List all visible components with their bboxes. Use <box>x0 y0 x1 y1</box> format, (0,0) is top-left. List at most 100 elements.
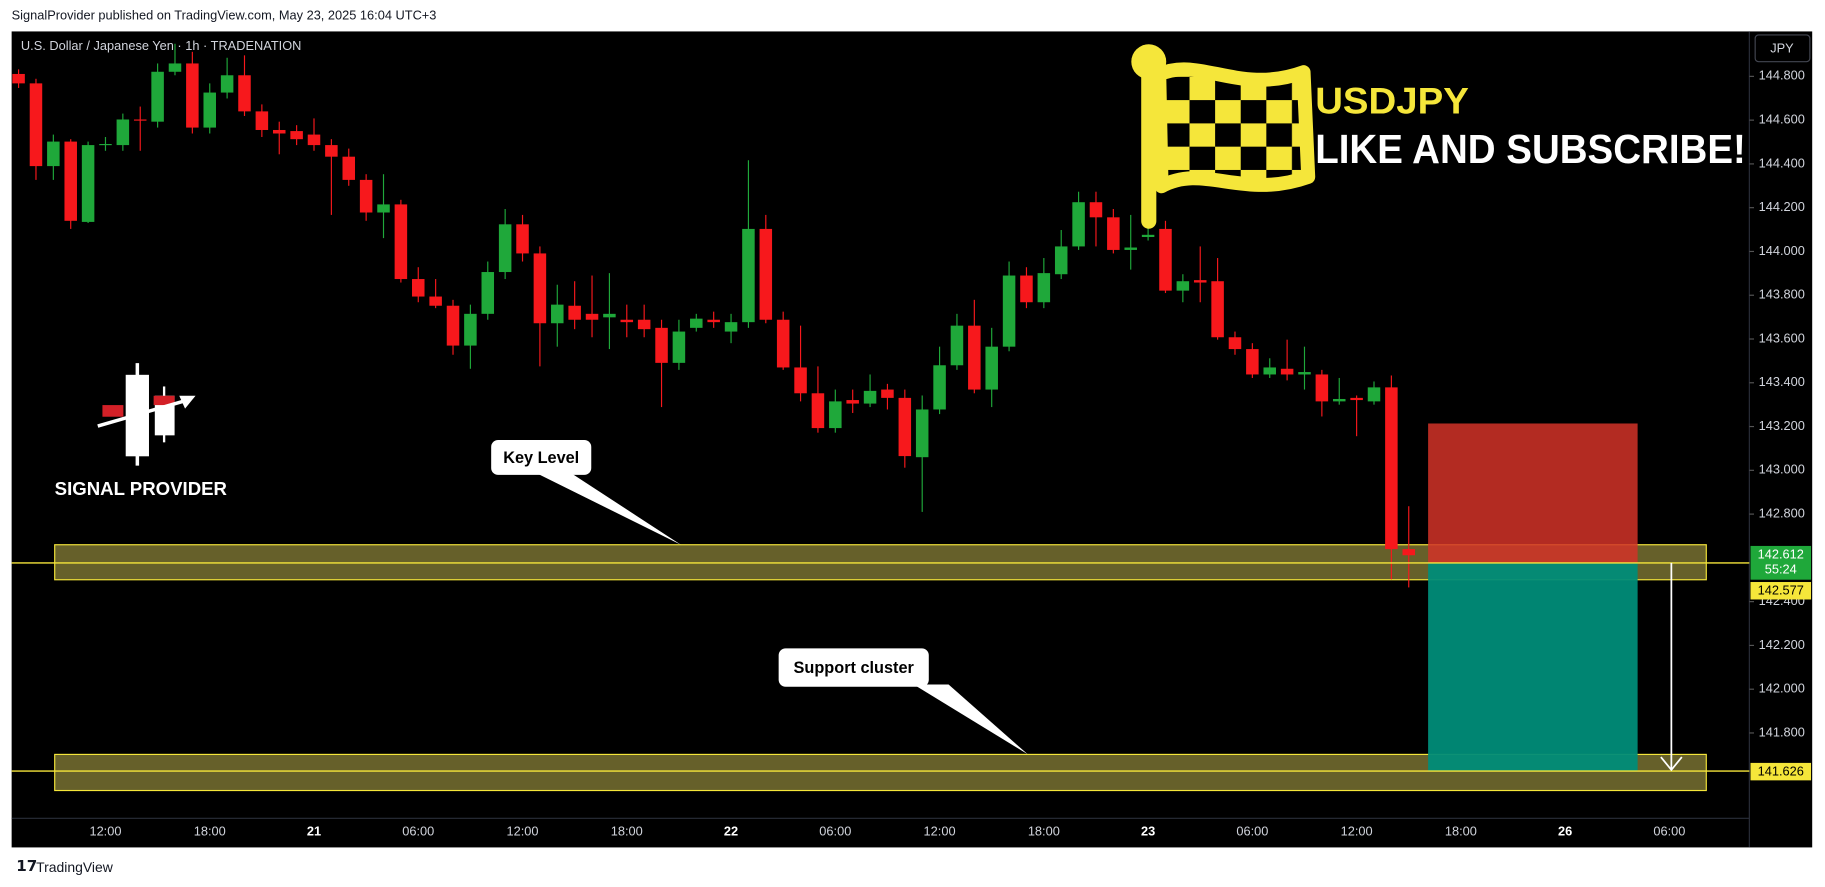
y-tick-label: 142.000 <box>1759 681 1805 696</box>
y-tick-label: 142.800 <box>1759 505 1805 520</box>
candle-body <box>307 134 321 146</box>
candle-body <box>64 141 77 221</box>
x-tick-label: 18:00 <box>1445 824 1477 839</box>
candle-body <box>238 75 251 112</box>
candle-body <box>1211 281 1224 338</box>
candle-body <box>325 145 338 157</box>
candle-body <box>950 325 964 366</box>
x-tick-label: 06:00 <box>819 824 851 839</box>
x-tick-label: 18:00 <box>611 824 643 839</box>
candle-body <box>1124 247 1137 250</box>
price-line-label: 142.577 <box>1758 583 1804 598</box>
candle-body <box>794 367 807 394</box>
candle-body <box>1298 372 1311 375</box>
candle-body <box>742 228 755 323</box>
x-tick-label: 12:00 <box>507 824 539 839</box>
x-tick-label: 12:00 <box>924 824 956 839</box>
callout-label: Key Level <box>503 449 579 467</box>
y-tick-label: 144.200 <box>1759 199 1805 214</box>
candle-body <box>116 119 130 146</box>
subscribe-annotation: LIKE AND SUBSCRIBE! <box>1315 126 1746 172</box>
x-tick-label: 18:00 <box>194 824 226 839</box>
candle-body <box>1002 275 1016 347</box>
callout-tail <box>913 684 1028 755</box>
signal-provider-logo <box>97 363 196 466</box>
candle-body <box>863 390 877 404</box>
plot: 141.800142.000142.200142.400142.800143.0… <box>11 31 1805 848</box>
candle-body <box>690 318 703 328</box>
countdown-label: 55:24 <box>1765 562 1797 577</box>
candle-body <box>829 401 842 429</box>
y-tick-label: 142.200 <box>1759 637 1805 652</box>
candle-body <box>915 409 929 458</box>
currency-label: JPY <box>1770 40 1794 55</box>
candle-body <box>585 313 599 320</box>
currency-button[interactable] <box>1754 34 1811 63</box>
candle-body <box>1193 280 1207 283</box>
candle-body <box>1402 549 1416 556</box>
candle-body <box>481 272 495 314</box>
candle-body <box>81 145 95 222</box>
candle-body <box>359 179 373 213</box>
candle-body <box>1089 202 1103 218</box>
callout-box <box>491 440 592 475</box>
candle-body <box>1280 368 1294 375</box>
last-price-badge <box>1750 545 1812 580</box>
candle-body <box>168 63 182 72</box>
y-tick-label: 144.800 <box>1759 68 1805 83</box>
symbol-legend: U.S. Dollar / Japanese Yen · 1h · TRADEN… <box>21 38 301 53</box>
candle-body <box>968 325 981 390</box>
candle-body <box>1107 217 1120 250</box>
candle-body <box>933 365 946 410</box>
candle-body <box>1054 246 1068 275</box>
publish-header: SignalProvider published on TradingView.… <box>12 8 437 23</box>
candle-body <box>620 319 634 323</box>
candle-body <box>1176 281 1190 291</box>
candle-body <box>446 305 460 346</box>
candle-body <box>1315 374 1329 402</box>
candle-body <box>724 322 738 332</box>
candle-body <box>1228 337 1242 350</box>
candle-body <box>1020 275 1033 303</box>
candle-body <box>29 83 43 167</box>
candle-body <box>707 319 720 323</box>
candle-body <box>498 224 512 273</box>
x-tick-label: 22 <box>724 824 738 839</box>
candle-body <box>1037 273 1051 303</box>
x-tick-label: 12:00 <box>1341 824 1373 839</box>
tv-logo-mark: 𝟭𝟳 <box>16 858 37 875</box>
y-tick-label: 143.800 <box>1759 287 1805 302</box>
candle-body <box>47 141 60 167</box>
y-tick-label: 143.200 <box>1759 418 1805 433</box>
candle-body <box>846 400 859 404</box>
x-tick-label: 06:00 <box>1653 824 1685 839</box>
candle-body <box>1246 349 1259 375</box>
candle-body <box>12 73 25 84</box>
callout-box <box>778 648 929 687</box>
x-tick-label: 23 <box>1141 824 1155 839</box>
candle-body <box>255 111 269 130</box>
candle-body <box>1072 202 1085 247</box>
candle-body <box>203 92 216 128</box>
candle-body <box>898 397 912 457</box>
candle-body <box>533 253 547 324</box>
candle-body <box>568 305 581 320</box>
candle-body <box>1332 398 1346 402</box>
flag-icon <box>1131 44 1316 229</box>
candle-body <box>394 204 408 280</box>
candle-body <box>551 304 564 324</box>
x-tick-label: 26 <box>1558 824 1572 839</box>
candle-body <box>1159 228 1172 291</box>
candle-body <box>290 131 303 140</box>
price-line-badge <box>1750 762 1812 781</box>
candle-body <box>1141 234 1155 238</box>
candle-body <box>342 156 356 180</box>
symbol-annotation: USDJPY <box>1315 79 1469 121</box>
y-tick-label: 144.600 <box>1759 112 1805 127</box>
candle-body <box>672 331 686 363</box>
target-arrow-head <box>1660 756 1683 772</box>
price-line-badge <box>1750 582 1812 600</box>
